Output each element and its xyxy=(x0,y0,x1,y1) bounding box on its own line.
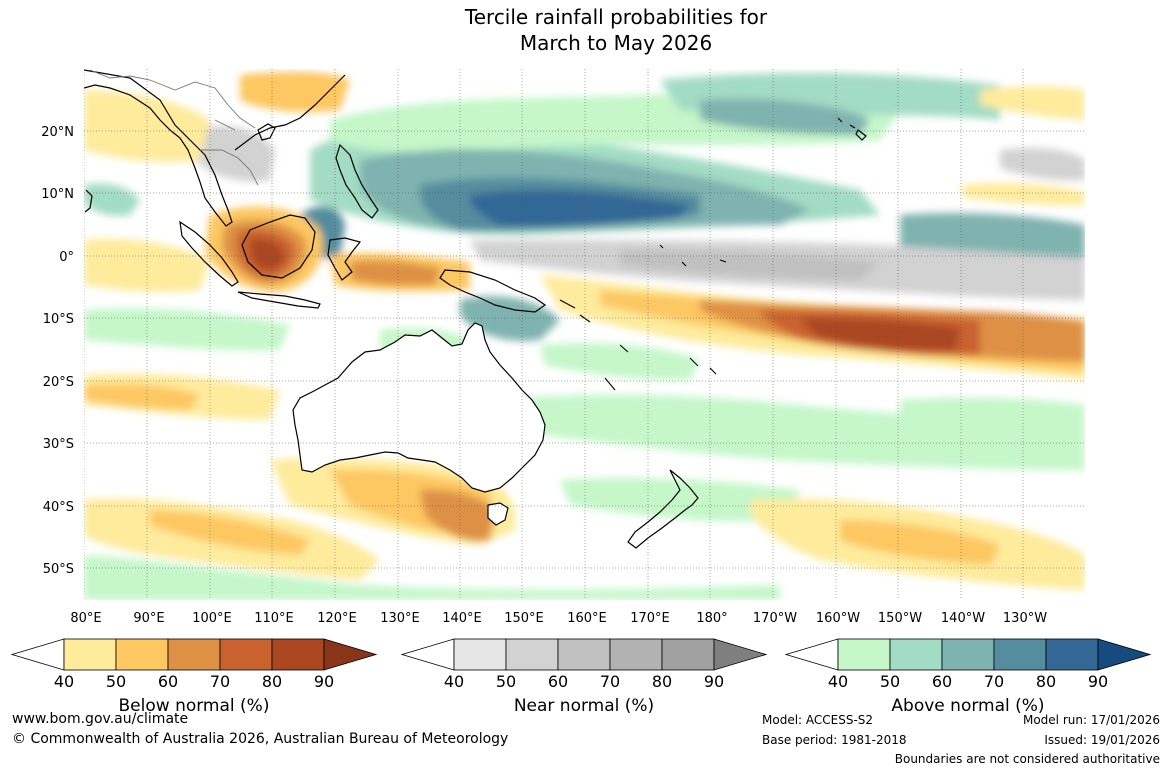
lon-label: 100°E xyxy=(192,611,232,626)
colorbar-triangle-high xyxy=(1097,638,1152,671)
colorbar-segment xyxy=(1045,638,1099,671)
colorbar-triangle-low xyxy=(10,638,65,671)
colorbar-triangle-low xyxy=(784,638,839,671)
title-line-2: March to May 2026 xyxy=(519,31,713,55)
sumatra-coastline xyxy=(179,220,239,287)
colorbar-tick-label: 50 xyxy=(880,672,900,690)
colorbar-tick-label: 50 xyxy=(106,672,126,690)
lon-label: 140°E xyxy=(442,611,482,626)
lat-label: 0° xyxy=(59,250,74,265)
colorbar-segment xyxy=(661,638,715,671)
colorbar-tick-label: 70 xyxy=(984,672,1004,690)
colorbar-segment xyxy=(219,638,273,671)
colorbar-tick-label: 40 xyxy=(828,672,848,690)
colorbar-triangle-low xyxy=(400,638,455,671)
colorbar-triangle-high xyxy=(713,638,768,671)
colorbar-legends: 40 50 60 70 80 90 40 50 60 70 80 90 40 50 60 70 80 90 xyxy=(10,638,1152,690)
colorbar-segment xyxy=(453,638,507,671)
colorbar-segment xyxy=(115,638,169,671)
java-coastline xyxy=(237,291,321,309)
philippines-coastline xyxy=(335,143,379,219)
colorbar-segment xyxy=(505,638,559,671)
map-title: Tercile rainfall probabilities for March… xyxy=(0,4,1173,56)
lat-label: 50°S xyxy=(43,562,74,577)
colorbar-tick-label: 90 xyxy=(314,672,334,690)
lon-label: 140°W xyxy=(941,611,985,626)
lon-label: 130°E xyxy=(380,611,420,626)
above-normal-colorbar: 40 50 60 70 80 90 xyxy=(784,638,1152,690)
forecast-map: 20°N 10°N 0° 10°S 20°S 30°S 40°S 50°S 80°E 90°E 1… xyxy=(41,69,1085,626)
tasmania-coastline xyxy=(487,502,509,526)
near-normal-label: Near normal (%) xyxy=(513,696,655,716)
colorbar-tick-label: 60 xyxy=(932,672,952,690)
colorbar-segment xyxy=(63,638,117,671)
colorbar-tick-label: 90 xyxy=(1088,672,1108,690)
issued-date: Issued: 19/01/2026 xyxy=(1044,733,1160,747)
copyright: © Commonwealth of Australia 2026, Austra… xyxy=(12,731,509,747)
colorbar-segment xyxy=(557,638,611,671)
lat-label: 40°S xyxy=(43,500,74,515)
japan-coastline xyxy=(257,123,276,141)
colorbar-tick-label: 40 xyxy=(54,672,74,690)
colorbar-segment xyxy=(271,638,325,671)
colorbar-tick-label: 70 xyxy=(600,672,620,690)
base-period: Base period: 1981-2018 xyxy=(762,733,907,747)
colorbar-tick-label: 80 xyxy=(652,672,672,690)
lon-label: 110°E xyxy=(254,611,294,626)
colorbar-tick-label: 60 xyxy=(158,672,178,690)
lon-label: 150°E xyxy=(504,611,544,626)
lon-label: 130°W xyxy=(1003,611,1047,626)
sulawesi-coastline xyxy=(327,237,362,281)
australia-coastline xyxy=(292,322,546,493)
colorbar-tick-label: 80 xyxy=(1036,672,1056,690)
borneo-coastline xyxy=(241,214,316,279)
above-normal-label: Above normal (%) xyxy=(891,696,1045,716)
lon-label: 160°W xyxy=(816,611,860,626)
lon-label: 170°E xyxy=(630,611,670,626)
colorbar-segment xyxy=(837,638,891,671)
lon-label: 160°E xyxy=(567,611,607,626)
sri-lanka-coastline xyxy=(84,189,93,213)
colorbar-segment xyxy=(889,638,943,671)
colorbar-tick-label: 90 xyxy=(704,672,724,690)
below-normal-colorbar: 40 50 60 70 80 90 xyxy=(10,638,378,690)
lon-label: 180° xyxy=(696,611,727,626)
lat-label: 20°N xyxy=(41,125,74,140)
lon-label: 90°E xyxy=(133,611,164,626)
colorbar-segment xyxy=(941,638,995,671)
model-name: Model: ACCESS-S2 xyxy=(762,713,874,727)
probability-field xyxy=(84,69,1085,600)
model-run: Model run: 17/01/2026 xyxy=(1022,713,1160,727)
longitude-labels: 80°E 90°E 100°E 110°E 120°E 130°E 140°E 150°E 16… xyxy=(70,611,1047,626)
title-line-1: Tercile rainfall probabilities for xyxy=(464,5,768,29)
lon-label: 170°W xyxy=(753,611,797,626)
colorbar-segment xyxy=(167,638,221,671)
colorbar-tick-label: 50 xyxy=(496,672,516,690)
lat-label: 30°S xyxy=(43,437,74,452)
graticule xyxy=(84,69,1085,600)
boundaries-disclaimer: Boundaries are not considered authoritat… xyxy=(894,752,1160,766)
lat-label: 10°S xyxy=(43,312,74,327)
lon-label: 80°E xyxy=(70,611,101,626)
colorbar-segment xyxy=(993,638,1047,671)
bom-url: www.bom.gov.au/climate xyxy=(12,711,189,727)
near-normal-colorbar: 40 50 60 70 80 90 xyxy=(400,638,768,690)
below-normal-label: Below normal (%) xyxy=(118,696,270,716)
colorbar-tick-label: 60 xyxy=(548,672,568,690)
country-borders xyxy=(89,69,259,186)
colorbar-triangle-high xyxy=(323,638,378,671)
new-guinea-coastline xyxy=(439,269,547,313)
colorbar-tick-label: 40 xyxy=(444,672,464,690)
colorbar-tick-label: 80 xyxy=(262,672,282,690)
lat-label: 20°S xyxy=(43,375,74,390)
lon-label: 120°E xyxy=(317,611,357,626)
colorbar-segment xyxy=(609,638,663,671)
latitude-labels: 20°N 10°N 0° 10°S 20°S 30°S 40°S 50°S xyxy=(41,125,74,577)
colorbar-tick-label: 70 xyxy=(210,672,230,690)
lon-label: 150°W xyxy=(878,611,922,626)
hawaii-coastline xyxy=(837,117,867,141)
lat-label: 10°N xyxy=(41,187,74,202)
